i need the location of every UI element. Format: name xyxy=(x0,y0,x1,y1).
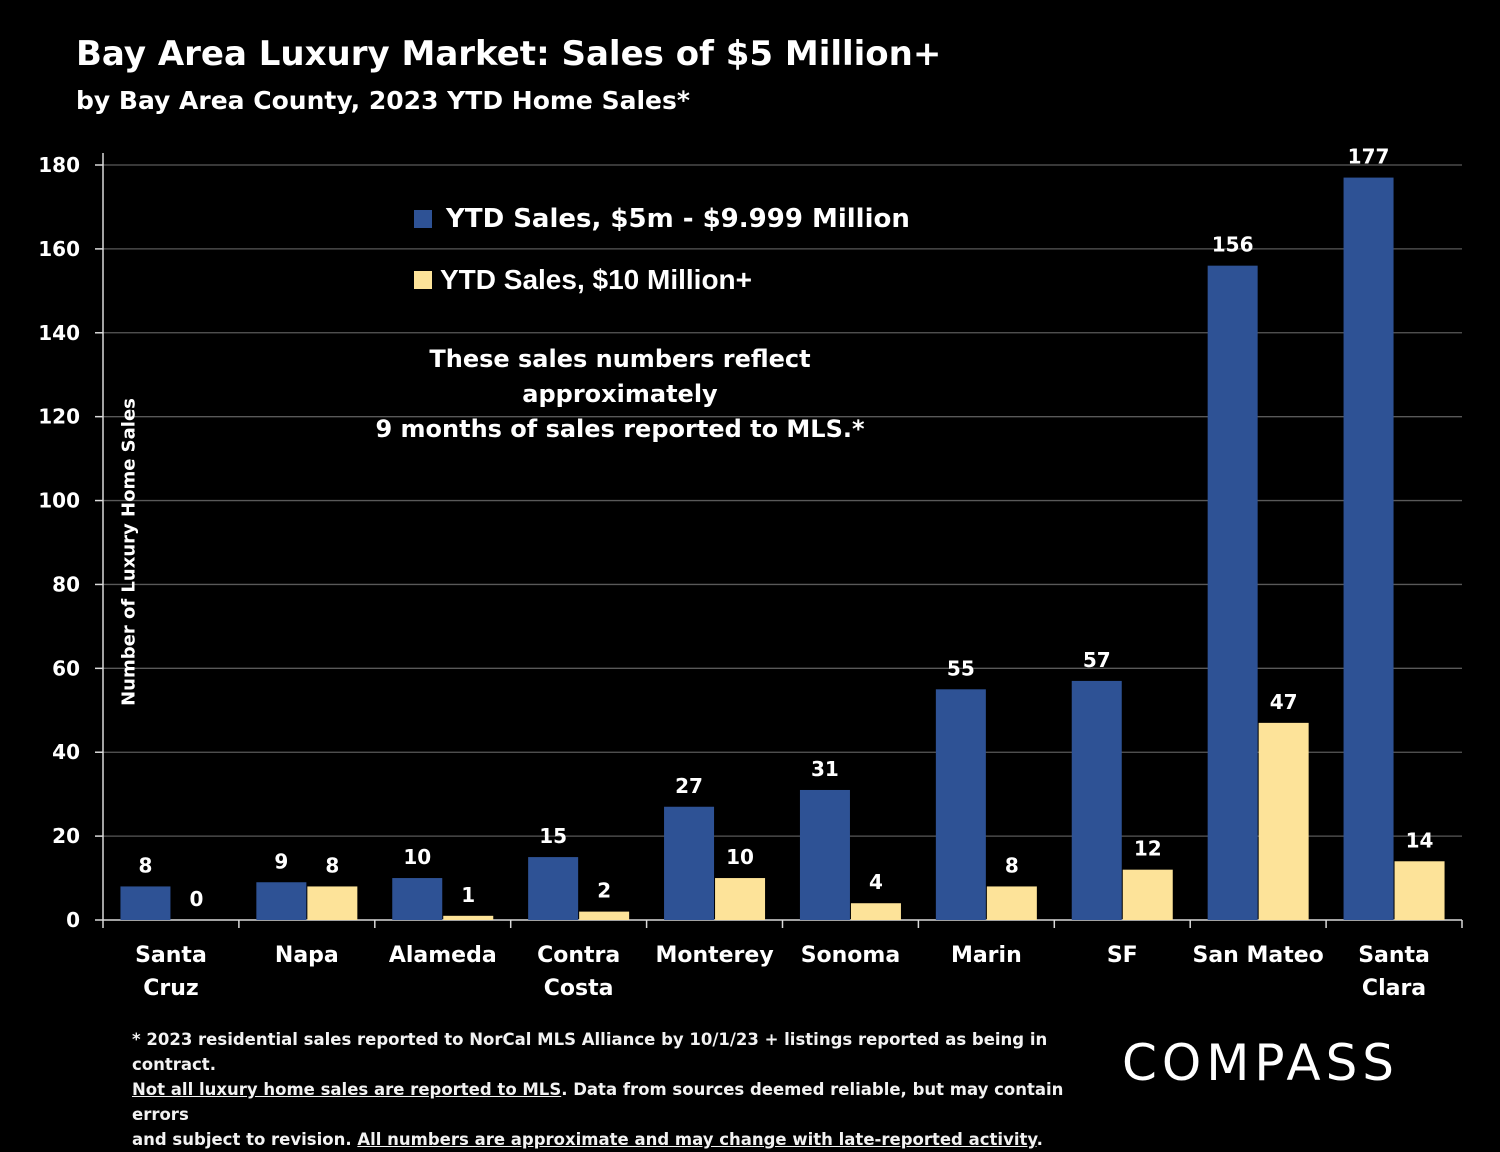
data-label: 177 xyxy=(1348,145,1390,169)
x-tick-label: Monterey xyxy=(655,943,773,968)
bar xyxy=(1207,265,1258,921)
bar xyxy=(1343,177,1394,921)
data-label: 31 xyxy=(811,757,839,781)
x-tick-label: Marin xyxy=(951,943,1022,968)
bar xyxy=(392,878,443,920)
bar xyxy=(443,915,494,920)
chart-annotation: These sales numbers reflect approximatel… xyxy=(330,342,910,447)
legend-item-5m-9m: YTD Sales, $5m - $9.999 Million xyxy=(414,204,910,234)
bar xyxy=(1258,722,1309,920)
bar xyxy=(935,689,986,920)
footnote-text: and subject to revision. xyxy=(132,1130,358,1149)
data-label: 8 xyxy=(1005,853,1019,877)
legend-swatch-blue xyxy=(414,210,432,228)
footnote-line: and subject to revision. All numbers are… xyxy=(132,1127,1092,1152)
y-tick-label: 160 xyxy=(38,237,80,261)
bar xyxy=(986,886,1037,920)
x-tick-label: San Mateo xyxy=(1192,943,1323,968)
data-label: 4 xyxy=(869,870,883,894)
x-tick-label: Clara xyxy=(1362,976,1426,1001)
bar xyxy=(120,886,171,920)
x-tick-label: SF xyxy=(1107,943,1138,968)
y-tick-label: 140 xyxy=(38,321,80,345)
data-label: 10 xyxy=(726,845,754,869)
footnote-underlined-text: All numbers are approximate and may chan… xyxy=(357,1130,1037,1149)
data-label: 8 xyxy=(325,853,339,877)
y-tick-label: 20 xyxy=(52,824,80,848)
footnote-line: Not all luxury home sales are reported t… xyxy=(132,1077,1092,1127)
y-tick-label: 180 xyxy=(38,153,80,177)
x-tick-label: Cruz xyxy=(143,976,198,1001)
x-tick-label: Sonoma xyxy=(801,943,901,968)
bar xyxy=(256,882,307,920)
footnote-line: * 2023 residential sales reported to Nor… xyxy=(132,1030,1048,1074)
legend-label: YTD Sales, $5m - $9.999 Million xyxy=(446,204,910,234)
data-label: 55 xyxy=(947,656,975,680)
y-axis-label: Number of Luxury Home Sales xyxy=(118,398,140,706)
y-tick-label: 40 xyxy=(52,740,80,764)
chart-title: Bay Area Luxury Market: Sales of $5 Mill… xyxy=(76,34,942,74)
x-tick-label: Alameda xyxy=(389,943,497,968)
data-label: 8 xyxy=(138,853,152,877)
bar xyxy=(1122,869,1173,920)
x-tick-label: Costa xyxy=(544,976,614,1001)
x-tick-label: Contra xyxy=(537,943,620,968)
x-tick-label: Santa xyxy=(1358,943,1430,968)
y-tick-label: 0 xyxy=(66,908,80,932)
legend-label: YTD Sales, $10 Million+ xyxy=(440,264,753,295)
legend-item-10m-plus: YTD Sales, $10 Million+ xyxy=(414,264,752,296)
annotation-line: 9 months of sales reported to MLS.* xyxy=(375,415,865,443)
data-label: 27 xyxy=(675,774,703,798)
footnote-text: . xyxy=(1036,1130,1043,1149)
compass-logo: COMPASS xyxy=(1122,1034,1400,1092)
y-tick-label: 80 xyxy=(52,572,80,596)
bar xyxy=(664,806,715,920)
bar xyxy=(799,789,850,920)
bar xyxy=(715,878,766,920)
data-label: 0 xyxy=(189,887,203,911)
data-label: 47 xyxy=(1270,690,1298,714)
footnote-text: . Data from sources deemed reliable, but… xyxy=(132,1080,1064,1124)
data-label: 156 xyxy=(1212,233,1254,257)
bar xyxy=(1071,680,1122,920)
data-label: 10 xyxy=(403,845,431,869)
x-tick-label: Santa xyxy=(135,943,207,968)
chart-subtitle: by Bay Area County, 2023 YTD Home Sales* xyxy=(76,86,690,115)
data-label: 15 xyxy=(539,824,567,848)
data-label: 9 xyxy=(274,849,288,873)
data-label: 57 xyxy=(1083,648,1111,672)
legend-swatch-yellow xyxy=(414,271,432,289)
y-tick-label: 120 xyxy=(38,405,80,429)
footnote: * 2023 residential sales reported to Nor… xyxy=(132,1027,1092,1152)
footnote-underlined-text: Not all luxury home sales are reported t… xyxy=(132,1080,562,1099)
bar xyxy=(850,903,901,920)
bar xyxy=(528,857,579,920)
bar xyxy=(1394,861,1445,920)
y-tick-label: 100 xyxy=(38,489,80,513)
bar xyxy=(579,911,630,920)
y-tick-label: 60 xyxy=(52,656,80,680)
annotation-line: These sales numbers reflect approximatel… xyxy=(429,345,811,408)
data-label: 14 xyxy=(1406,828,1434,852)
x-tick-label: Napa xyxy=(275,943,339,968)
data-label: 1 xyxy=(461,883,475,907)
bar xyxy=(307,886,358,920)
data-label: 12 xyxy=(1134,837,1162,861)
data-label: 2 xyxy=(597,879,611,903)
